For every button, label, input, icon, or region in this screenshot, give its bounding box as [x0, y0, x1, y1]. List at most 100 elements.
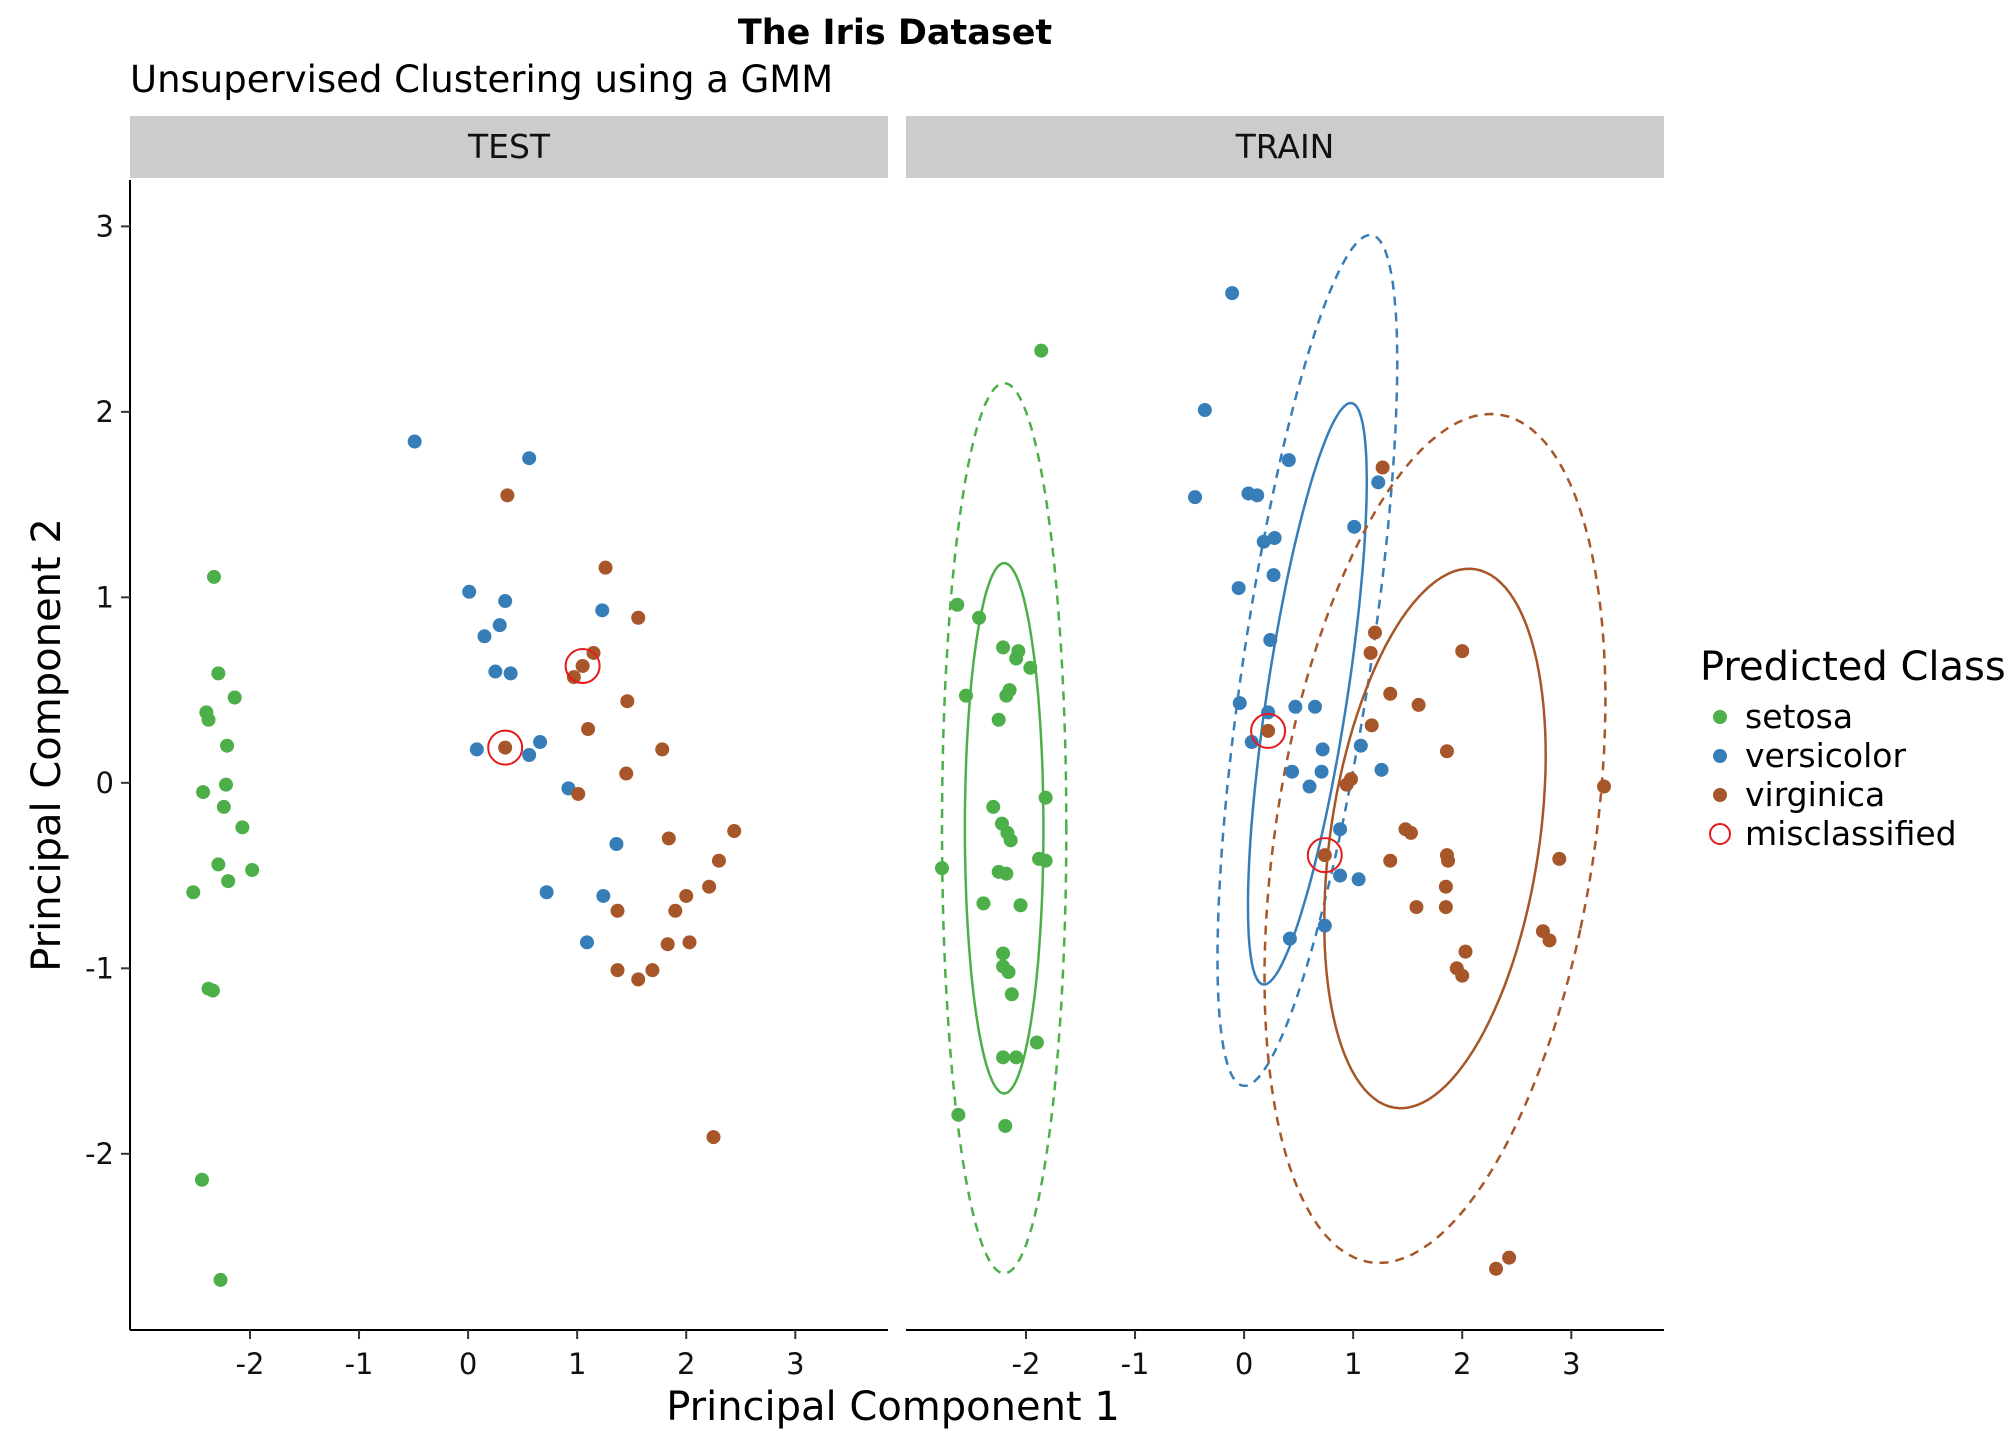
point-versicolor	[522, 451, 537, 466]
point-versicolor	[1333, 822, 1348, 837]
point-virginica	[661, 831, 676, 846]
legend-key-setosa	[1713, 710, 1727, 724]
point-virginica	[655, 742, 670, 757]
point-versicolor	[533, 735, 548, 750]
point-versicolor	[1281, 453, 1296, 468]
point-virginica	[598, 560, 613, 575]
point-setosa	[1029, 1035, 1044, 1050]
point-versicolor	[1347, 519, 1362, 534]
point-virginica	[706, 1130, 721, 1145]
point-versicolor	[1244, 735, 1259, 750]
legend-key-misclassified	[1709, 823, 1731, 845]
panel-test: TEST -2 -1 0 1 2 3 -2 -1 0 1 2 3	[85, 116, 888, 1381]
point-setosa	[220, 738, 235, 753]
point-virginica	[1455, 968, 1470, 983]
misclassified-marker	[1250, 712, 1287, 749]
point-setosa	[216, 799, 231, 814]
point-setosa	[1003, 833, 1018, 848]
point-versicolor	[492, 618, 507, 633]
point-virginica	[1261, 723, 1276, 738]
ellipse-virginica-solid	[1323, 567, 1547, 1110]
point-versicolor	[539, 885, 554, 900]
point-virginica	[1339, 777, 1354, 792]
chart-subtitle: Unsupervised Clustering using a GMM	[130, 58, 833, 101]
point-setosa	[958, 688, 973, 703]
point-setosa	[996, 946, 1011, 961]
point-virginica	[1411, 697, 1426, 712]
y-tick-label: 2	[96, 395, 114, 429]
point-versicolor	[1188, 490, 1203, 505]
ellipse-versicolor-dashed	[1216, 233, 1399, 1088]
point-versicolor	[469, 742, 484, 757]
x-tick-label: 2	[677, 1347, 695, 1381]
legend-title: Predicted Class	[1700, 644, 2006, 690]
legend-key-virginica	[1713, 788, 1727, 802]
point-versicolor	[1333, 868, 1348, 883]
point-versicolor	[1307, 699, 1322, 714]
point-versicolor	[1197, 403, 1212, 417]
ellipse-virginica-dashed	[1263, 412, 1607, 1265]
legend-item-setosa: setosa	[1713, 697, 1853, 736]
legend-label-virginica: virginica	[1745, 775, 1885, 814]
point-setosa	[211, 666, 226, 681]
point-setosa	[999, 866, 1014, 881]
point-versicolor	[1282, 931, 1297, 946]
legend-label-setosa: setosa	[1745, 697, 1853, 736]
point-virginica	[1441, 853, 1456, 868]
point-virginica	[1364, 718, 1379, 733]
point-virginica	[1438, 879, 1453, 894]
x-tick-label: 3	[786, 1347, 804, 1381]
point-virginica	[620, 694, 635, 709]
legend-key-versicolor	[1713, 749, 1727, 763]
facet-strip	[130, 116, 888, 178]
point-setosa	[996, 640, 1011, 655]
point-setosa	[211, 857, 226, 872]
x-tick-label: -2	[236, 1347, 265, 1381]
point-setosa	[1023, 660, 1038, 675]
point-setosa	[991, 712, 1006, 727]
point-virginica	[1502, 1250, 1517, 1265]
point-versicolor	[1302, 779, 1317, 794]
x-tick-label: 2	[1453, 1347, 1471, 1381]
point-setosa	[245, 863, 260, 877]
point-setosa	[999, 688, 1014, 703]
point-virginica	[610, 963, 625, 978]
point-versicolor	[1288, 699, 1303, 714]
point-versicolor	[1267, 530, 1282, 545]
point-virginica	[1383, 686, 1398, 701]
point-setosa	[221, 874, 236, 889]
misclassified-marker	[1306, 837, 1343, 874]
point-setosa	[1004, 987, 1019, 1002]
point-versicolor	[1231, 581, 1246, 596]
point-virginica	[1597, 779, 1612, 794]
point-setosa	[206, 569, 221, 584]
point-versicolor	[1285, 764, 1300, 779]
facet-panels: TEST -2 -1 0 1 2 3 -2 -1 0 1 2 3 TRAIN -2 -1 0 1 2 3	[85, 116, 1664, 1381]
point-versicolor	[462, 584, 477, 599]
point-setosa	[201, 712, 216, 727]
point-virginica	[500, 488, 515, 503]
x-tick-label: 0	[1235, 1347, 1253, 1381]
point-versicolor	[1250, 488, 1265, 503]
x-tick-label: -2	[1012, 1347, 1041, 1381]
point-virginica	[571, 786, 586, 801]
point-virginica	[1409, 900, 1424, 915]
legend-item-versicolor: versicolor	[1713, 736, 1906, 775]
point-virginica	[575, 658, 590, 673]
point-virginica	[702, 879, 717, 894]
point-virginica	[1455, 644, 1470, 659]
point-setosa	[950, 597, 965, 612]
legend-item-virginica: virginica	[1713, 775, 1885, 814]
point-setosa	[1009, 651, 1024, 666]
misclassified-marker	[487, 729, 524, 766]
point-versicolor	[1351, 872, 1366, 887]
ellipse-setosa-dashed	[940, 381, 1068, 1275]
point-setosa	[986, 799, 1001, 814]
facet-strip-label: TRAIN	[1235, 127, 1335, 166]
x-tick-label: 3	[1562, 1347, 1580, 1381]
point-versicolor	[522, 748, 537, 762]
point-setosa	[205, 983, 220, 998]
point-virginica	[610, 903, 625, 918]
point-setosa	[1038, 853, 1053, 868]
